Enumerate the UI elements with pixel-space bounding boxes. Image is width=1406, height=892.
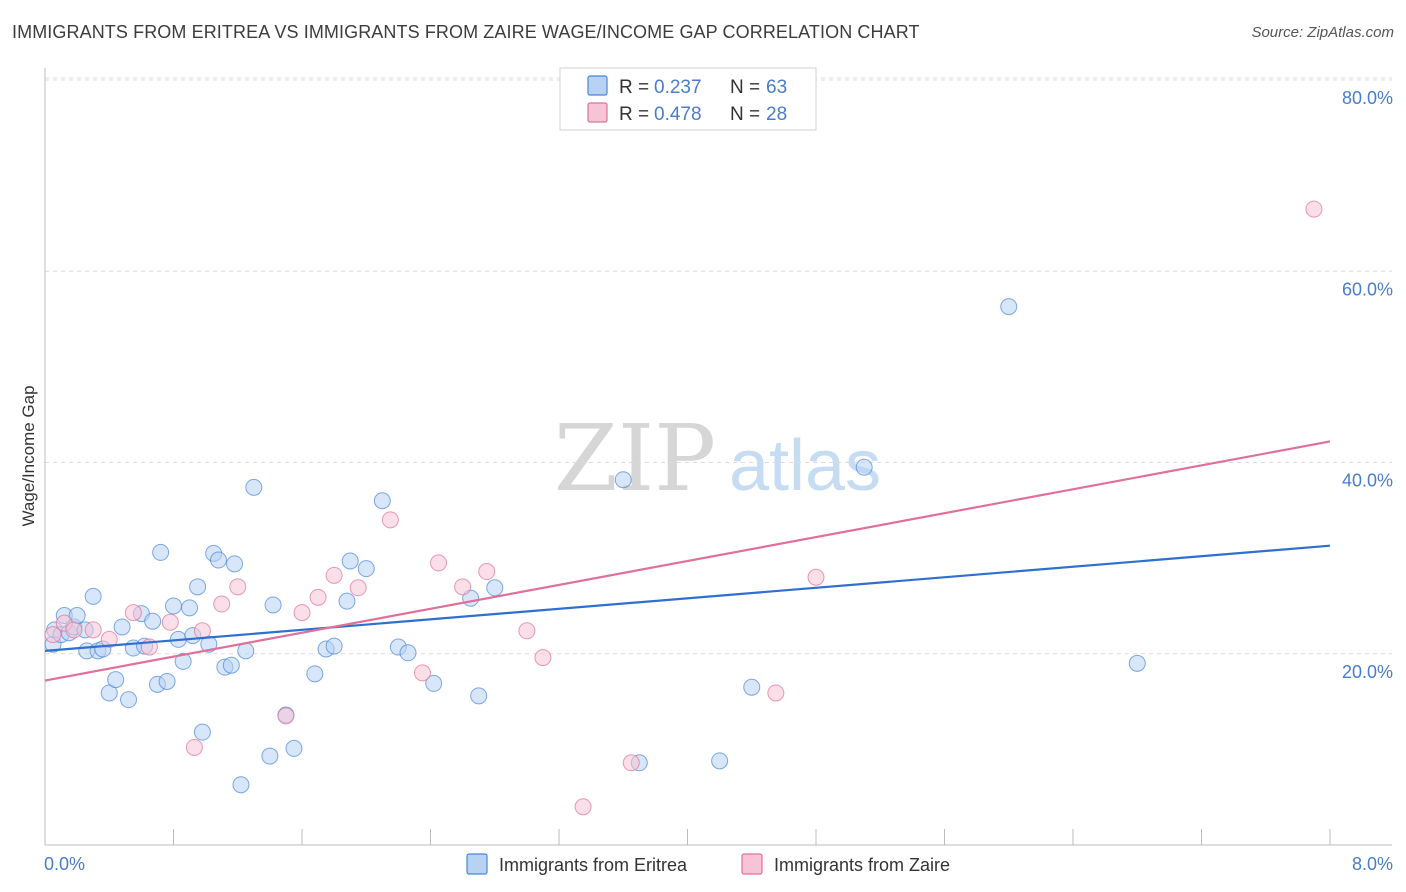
eritrea-point — [226, 555, 244, 573]
eritrea-point — [222, 656, 240, 674]
eritrea-point — [107, 671, 125, 689]
eritrea-point — [341, 552, 359, 570]
y-tick-label: 60.0% — [1342, 279, 1393, 299]
zaire-point — [293, 604, 311, 622]
eritrea-point — [614, 471, 632, 489]
eritrea-point — [1128, 654, 1146, 672]
eritrea-point — [338, 592, 356, 610]
eritrea-point — [306, 665, 324, 683]
eritrea-point — [232, 776, 250, 794]
zaire-point — [84, 621, 102, 639]
zaire-point — [193, 622, 211, 640]
y-tick-label: 40.0% — [1342, 471, 1393, 491]
legend-r-label: R = — [619, 104, 649, 125]
bottom-legend-swatch-eritrea — [466, 853, 488, 875]
legend-r-value-zaire: 0.478 — [654, 104, 702, 125]
eritrea-point — [245, 478, 263, 496]
zaire-point — [277, 707, 295, 725]
eritrea-point — [84, 587, 102, 605]
zaire-point — [309, 588, 327, 606]
zaire-point — [454, 578, 472, 596]
zaire-point — [1305, 200, 1323, 218]
zaire-point — [574, 798, 592, 816]
y-tick-label: 80.0% — [1342, 88, 1393, 108]
eritrea-point — [357, 560, 375, 578]
zaire-point — [534, 649, 552, 667]
zaire-point — [807, 568, 825, 586]
x-tick-label: 8.0% — [1352, 854, 1393, 874]
zaire-point — [518, 622, 536, 640]
eritrea-point — [470, 687, 488, 705]
series-eritrea-points — [44, 298, 1146, 794]
zaire-point — [478, 563, 496, 581]
eritrea-point — [181, 599, 199, 617]
series-legend: Immigrants from Eritrea Immigrants from … — [466, 853, 950, 875]
legend-r-value-eritrea: 0.237 — [654, 77, 702, 98]
y-axis-label: Wage/Income Gap — [19, 385, 38, 526]
legend-n-value-eritrea: 63 — [766, 77, 787, 98]
eritrea-point — [486, 579, 504, 597]
watermark-atlas: atlas — [729, 426, 881, 506]
tick-labels: 20.0% 40.0% 60.0% 80.0% 0.0% 8.0% — [44, 88, 1393, 874]
legend-n-label: N = — [730, 104, 760, 125]
zaire-point — [65, 621, 83, 639]
bottom-legend-label-eritrea: Immigrants from Eritrea — [499, 855, 688, 875]
eritrea-point — [743, 678, 761, 696]
eritrea-point — [425, 674, 443, 692]
stats-legend: R = 0.237 N = 63 R = 0.478 N = 28 — [559, 67, 817, 131]
eritrea-point — [189, 578, 207, 596]
grid-lines — [45, 77, 1392, 655]
eritrea-point — [1000, 298, 1018, 316]
eritrea-point — [264, 596, 282, 614]
zaire-point — [229, 578, 247, 596]
bottom-legend-swatch-zaire — [741, 853, 763, 875]
eritrea-point — [113, 618, 131, 636]
eritrea-point — [165, 597, 182, 615]
eritrea-point — [174, 652, 192, 670]
eritrea-point — [285, 739, 303, 757]
eritrea-point — [325, 637, 343, 655]
watermark-zip: ZIP — [554, 405, 716, 512]
eritrea-point — [261, 747, 279, 765]
bottom-legend-label-zaire: Immigrants from Zaire — [774, 855, 950, 875]
eritrea-trend-line — [44, 544, 1331, 652]
zaire-point — [124, 604, 142, 622]
eritrea-point — [144, 612, 162, 630]
legend-swatch-eritrea — [587, 75, 608, 96]
series-zaire-points — [44, 200, 1323, 816]
chart-title: IMMIGRANTS FROM ERITREA VS IMMIGRANTS FR… — [12, 22, 920, 42]
legend-n-label: N = — [730, 77, 760, 98]
zaire-trend-line — [44, 440, 1331, 682]
eritrea-point — [158, 672, 176, 690]
zaire-point — [161, 613, 179, 631]
x-tick-label: 0.0% — [44, 854, 85, 874]
zaire-point — [767, 684, 785, 702]
zaire-point — [413, 664, 431, 682]
legend-r-label: R = — [619, 77, 649, 98]
trend-lines — [44, 440, 1331, 682]
legend-n-value-zaire: 28 — [766, 104, 787, 125]
eritrea-point — [711, 752, 729, 770]
zaire-point — [622, 754, 640, 772]
legend-swatch-zaire — [587, 102, 608, 123]
eritrea-point — [193, 723, 211, 741]
chart-source: Source: ZipAtlas.com — [1251, 24, 1394, 41]
zaire-point — [325, 566, 343, 584]
zaire-point — [185, 738, 203, 756]
zaire-point — [381, 511, 399, 529]
eritrea-point — [373, 492, 391, 510]
eritrea-point — [152, 543, 170, 561]
eritrea-point — [120, 691, 138, 709]
zaire-point — [44, 626, 62, 644]
zaire-point — [349, 579, 367, 597]
zaire-point — [100, 630, 118, 648]
zaire-point — [430, 554, 448, 572]
zaire-point — [213, 595, 231, 613]
axes — [44, 68, 1392, 846]
eritrea-point — [209, 551, 227, 569]
y-tick-label: 20.0% — [1342, 662, 1393, 682]
eritrea-point — [855, 458, 873, 476]
eritrea-point — [399, 644, 417, 662]
